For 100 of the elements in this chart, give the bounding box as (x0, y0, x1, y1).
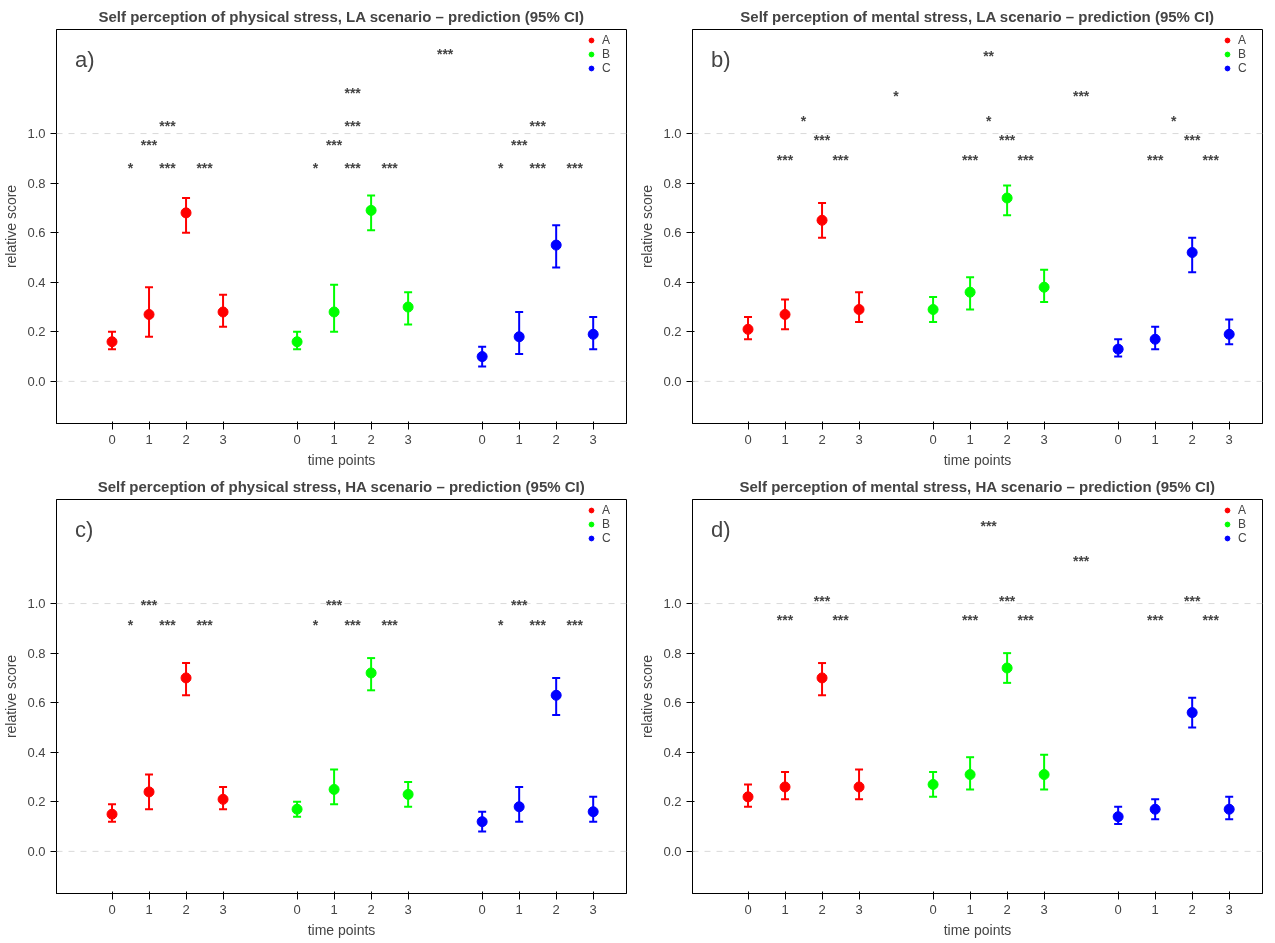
y-tick-label: 0.8 (27, 175, 46, 191)
annotation: *** (961, 612, 979, 629)
annotation: *** (566, 159, 584, 176)
annotation: *** (325, 137, 343, 154)
x-tick-label: 3 (855, 901, 863, 917)
y-tick-label: 0.0 (27, 373, 46, 389)
y-tick-label: 0.6 (663, 225, 682, 241)
x-tick-label: 0 (293, 901, 301, 917)
annotation: * (127, 617, 134, 634)
annotation: *** (1202, 612, 1220, 629)
annotation: *** (381, 617, 399, 634)
y-tick-label: 0.2 (663, 794, 682, 810)
x-tick-label: 2 (1188, 901, 1196, 917)
x-tick-label: 1 (781, 431, 789, 447)
annotation: *** (961, 152, 979, 169)
legend-label: A (602, 503, 611, 517)
x-tick-label: 2 (367, 901, 375, 917)
annotation: d) (711, 516, 731, 542)
annotation: *** (1184, 592, 1201, 609)
legend-label: C (602, 531, 612, 545)
y-tick-label: 1.0 (27, 126, 46, 142)
annotation: *** (510, 597, 528, 614)
x-tick-label: 3 (404, 431, 412, 447)
x-tick-label: 3 (1225, 431, 1233, 447)
annotation: *** (1146, 612, 1164, 629)
x-tick-label: 1 (515, 901, 523, 917)
x-tick-label: 2 (552, 431, 560, 447)
annotation: *** (196, 159, 214, 176)
legend-label: C (1238, 61, 1248, 75)
legend-label: A (602, 33, 611, 47)
chart-title: Self perception of physical stress, HA scenario – prediction (95% CI) (97, 477, 585, 495)
annotation: * (312, 617, 319, 634)
x-tick-label: 0 (478, 901, 486, 917)
legend-label: C (602, 61, 612, 75)
annotation: *** (529, 117, 547, 134)
x-tick-label: 3 (219, 901, 227, 917)
y-tick-label: 0.2 (27, 324, 46, 340)
x-axis-title: time points (307, 451, 376, 468)
annotation: *** (1017, 612, 1035, 629)
x-tick-label: 3 (219, 431, 227, 447)
y-tick-label: 0.4 (663, 274, 682, 290)
x-tick-label: 2 (182, 901, 190, 917)
y-tick-label: 0.4 (27, 274, 46, 290)
x-tick-label: 0 (108, 431, 116, 447)
annotation: * (497, 617, 504, 634)
annotation: ** (983, 48, 995, 65)
x-tick-label: 2 (1003, 901, 1011, 917)
x-tick-label: 3 (404, 901, 412, 917)
x-tick-label: 0 (108, 901, 116, 917)
annotation: *** (325, 597, 343, 614)
x-tick-label: 0 (1114, 431, 1122, 447)
annotation: *** (813, 132, 831, 149)
y-tick-label: 1.0 (663, 126, 682, 142)
x-axis-title: time points (307, 921, 376, 938)
x-tick-label: 1 (330, 901, 338, 917)
annotation: *** (1184, 132, 1201, 149)
y-tick-label: 1.0 (27, 596, 46, 612)
y-tick-label: 0.4 (27, 744, 46, 760)
annotation: *** (344, 617, 362, 634)
x-tick-label: 0 (929, 431, 937, 447)
x-tick-label: 0 (1114, 901, 1122, 917)
legend-label: A (1238, 33, 1247, 47)
y-tick-label: 0.8 (663, 175, 682, 191)
annotation: * (127, 159, 134, 176)
y-tick-label: 0.0 (663, 373, 682, 389)
annotation: * (985, 112, 992, 129)
annotation: a) (75, 46, 95, 72)
y-tick-label: 0.8 (663, 645, 682, 661)
annotation: *** (776, 152, 794, 169)
annotation: *** (381, 159, 399, 176)
x-tick-label: 2 (818, 901, 826, 917)
x-tick-label: 2 (1188, 431, 1196, 447)
annotation: *** (1072, 552, 1090, 569)
annotation: *** (436, 45, 454, 62)
y-tick-label: 0.2 (27, 794, 46, 810)
chart-title: Self perception of mental stress, LA scenario – prediction (95% CI) (740, 7, 1215, 25)
annotation: *** (529, 159, 547, 176)
x-tick-label: 3 (589, 901, 597, 917)
annotation: *** (566, 617, 584, 634)
x-tick-label: 3 (855, 431, 863, 447)
annotation: *** (998, 132, 1016, 149)
x-tick-label: 0 (293, 431, 301, 447)
annotation: *** (140, 597, 158, 614)
x-tick-label: 1 (966, 901, 974, 917)
y-tick-label: 0.6 (27, 695, 46, 711)
chart-title: Self perception of physical stress, LA scenario – prediction (95% CI) (98, 7, 584, 25)
x-axis-title: time points (943, 451, 1012, 468)
y-axis-title: relative score (639, 654, 656, 739)
legend-label: B (1238, 517, 1247, 531)
annotation: *** (1072, 87, 1090, 104)
annotation: * (312, 159, 319, 176)
y-axis-title: relative score (3, 184, 20, 269)
annotation: *** (344, 117, 362, 134)
y-tick-label: 0.6 (27, 225, 46, 241)
x-tick-label: 3 (589, 431, 597, 447)
annotation: *** (832, 152, 850, 169)
y-tick-label: 0.6 (663, 695, 682, 711)
y-tick-label: 0.8 (27, 645, 46, 661)
x-tick-label: 1 (1151, 431, 1159, 447)
chart-title: Self perception of mental stress, HA scenario – prediction (95% CI) (739, 477, 1215, 495)
